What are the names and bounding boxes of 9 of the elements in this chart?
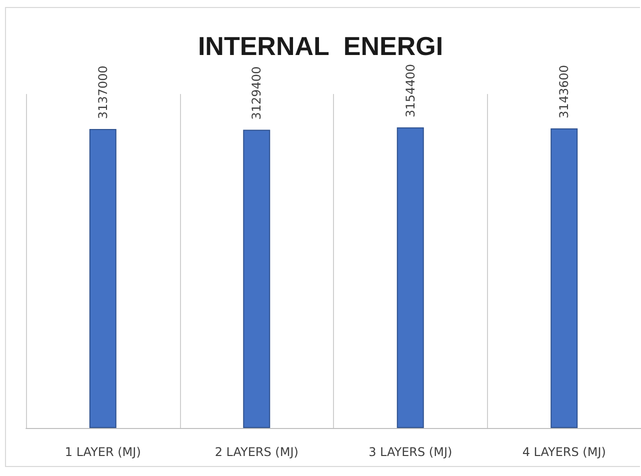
x-tick-label: 3 LAYERS (MJ): [368, 445, 452, 459]
x-tick-label: 1 LAYER (MJ): [64, 445, 141, 459]
data-label: 3154400: [403, 64, 418, 118]
x-tick-label: 4 LAYERS (MJ): [522, 445, 606, 459]
x-tick-label: 2 LAYERS (MJ): [214, 445, 298, 459]
data-label: 3137000: [96, 66, 110, 120]
data-label: 3143600: [557, 64, 572, 118]
chart-title: INTERNAL ENERGI: [198, 31, 444, 61]
data-label: 3129400: [250, 66, 264, 120]
